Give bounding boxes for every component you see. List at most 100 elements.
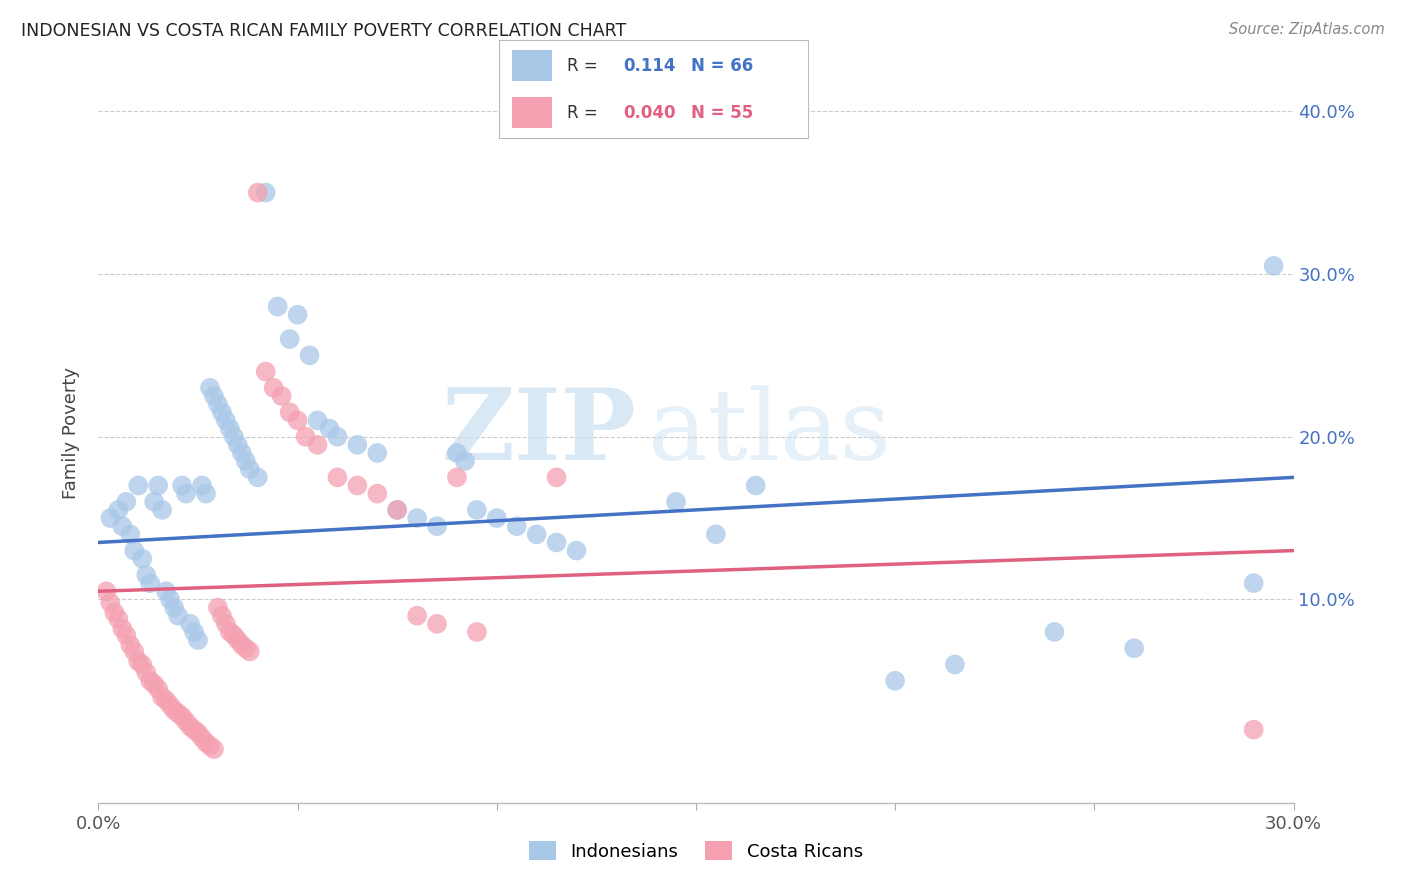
Point (406, 608, 429, 623)
Point (211, 608, 233, 623)
Text: R =: R = (567, 103, 603, 121)
Point (1043, 624, 1066, 639)
Point (103, 606, 125, 620)
Point (222, 628, 245, 642)
Point (326, 430, 349, 444)
Point (198, 381, 221, 395)
Point (235, 641, 257, 656)
Point (150, 690, 173, 704)
Point (107, 503, 129, 517)
Point (131, 551, 153, 566)
Point (465, 503, 488, 517)
Point (465, 624, 488, 639)
Point (155, 584, 177, 599)
Point (174, 486, 197, 500)
Point (454, 454, 477, 468)
Point (143, 495, 166, 509)
Point (172, 478, 194, 492)
Point (246, 186, 269, 200)
Point (222, 430, 245, 444)
Point (318, 421, 340, 435)
Point (155, 693, 177, 707)
Point (211, 405, 233, 419)
Point (131, 657, 153, 672)
Point (167, 706, 190, 721)
Point (446, 470, 468, 484)
Point (139, 673, 162, 688)
Point (98, 511, 122, 525)
Point (307, 413, 329, 427)
Point (215, 413, 238, 427)
Point (326, 470, 349, 484)
Point (120, 638, 142, 652)
Point (239, 462, 262, 476)
Point (219, 624, 242, 639)
Point (270, 389, 292, 403)
Point (135, 665, 157, 680)
Point (884, 673, 907, 688)
Point (426, 519, 449, 533)
Point (263, 381, 285, 395)
Point (546, 470, 568, 484)
Point (385, 503, 409, 517)
Point (226, 633, 249, 648)
Point (174, 714, 197, 729)
Point (202, 389, 225, 403)
Point (278, 405, 301, 419)
Point (124, 543, 146, 558)
Point (143, 677, 166, 691)
Point (346, 478, 368, 492)
Text: INDONESIAN VS COSTA RICAN FAMILY POVERTY CORRELATION CHART: INDONESIAN VS COSTA RICAN FAMILY POVERTY… (21, 22, 626, 40)
Bar (512, 50, 551, 81)
Text: N = 66: N = 66 (690, 57, 754, 75)
Point (148, 478, 170, 492)
Point (135, 568, 157, 582)
Point (187, 633, 209, 648)
Point (278, 332, 301, 346)
Point (254, 186, 277, 200)
Point (207, 600, 229, 615)
Point (1243, 576, 1265, 591)
Point (111, 519, 134, 533)
Point (195, 486, 218, 500)
Point (159, 698, 181, 713)
Point (183, 723, 205, 737)
Point (150, 503, 173, 517)
Point (287, 308, 309, 322)
Text: Source: ZipAtlas.com: Source: ZipAtlas.com (1229, 22, 1385, 37)
Point (115, 628, 138, 642)
Point (665, 495, 688, 509)
Point (565, 543, 588, 558)
Point (98, 596, 122, 610)
Point (183, 624, 205, 639)
Point (115, 495, 138, 509)
Point (446, 446, 468, 460)
Point (943, 657, 966, 672)
Point (202, 742, 225, 756)
Point (294, 430, 316, 444)
Point (704, 527, 727, 541)
Point (148, 681, 170, 696)
Point (231, 638, 253, 652)
Point (179, 616, 201, 631)
Point (366, 486, 388, 500)
Point (1263, 259, 1285, 273)
Point (191, 478, 214, 492)
Point (187, 726, 209, 740)
Point (163, 600, 186, 615)
Point (96, 584, 118, 599)
Point (159, 592, 181, 607)
Point (385, 503, 409, 517)
Point (426, 616, 449, 631)
Point (226, 438, 249, 452)
Text: atlas: atlas (648, 384, 891, 481)
Point (231, 446, 253, 460)
Point (1123, 641, 1146, 656)
Point (127, 478, 149, 492)
Point (254, 365, 277, 379)
Point (191, 731, 214, 745)
Text: R =: R = (567, 57, 603, 75)
Point (246, 470, 269, 484)
Point (198, 739, 221, 753)
Point (219, 421, 242, 435)
